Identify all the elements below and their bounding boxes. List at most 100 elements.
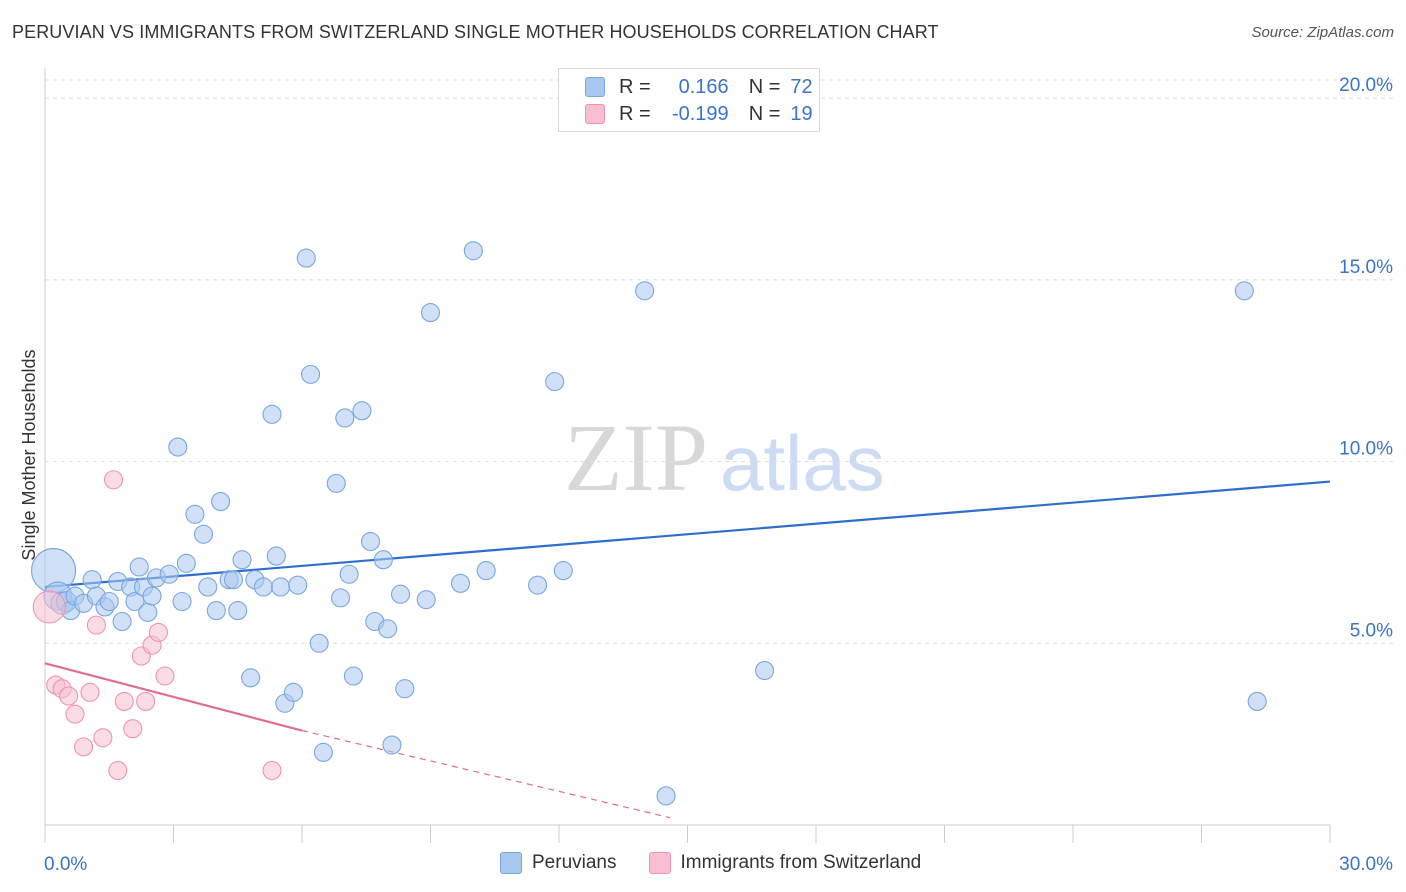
axis-labels: 5.0% 10.0% 15.0% 20.0% 0.0% 30.0% Single Mothe…	[19, 75, 1393, 875]
peruvian-point	[656, 786, 676, 806]
switzerland-swatch	[585, 104, 605, 124]
peruvian-point	[138, 602, 158, 622]
peruvian-point	[416, 590, 436, 610]
legend-label-peruvians: Peruvians	[532, 852, 617, 873]
n-label: N =	[748, 102, 781, 125]
r-value: 0.166	[678, 75, 729, 98]
switzerland-point	[155, 666, 175, 686]
peruvian-point	[755, 660, 775, 681]
peruvian-point	[450, 573, 471, 593]
peruvian-point	[129, 557, 149, 577]
peruvian-point	[172, 591, 192, 612]
peruvian-point	[463, 241, 483, 261]
n-label: N =	[748, 75, 781, 98]
switzerland-point	[103, 470, 124, 490]
switzerland-point	[80, 682, 100, 702]
trend-line-extrapolated	[301, 729, 671, 819]
switzerland-point	[59, 686, 79, 706]
peruvian-point	[283, 682, 303, 702]
peruvian-point	[553, 561, 573, 581]
switzerland-swatch	[648, 852, 671, 874]
peruvian-point	[228, 601, 248, 621]
peruvian-point	[168, 437, 188, 457]
switzerland-point	[123, 719, 143, 739]
peruvian-point	[313, 742, 333, 762]
data-points	[31, 241, 1267, 806]
peruvian-point	[159, 564, 179, 584]
peruvian-point	[185, 504, 205, 524]
peruvian-point	[339, 564, 359, 584]
peruvian-point	[125, 591, 145, 612]
watermark-zip: ZIP	[564, 404, 708, 511]
legend-row-peruvians: R = 0.166 N = 72	[585, 74, 813, 100]
y-axis-title: Single Mother Households	[19, 349, 39, 560]
peruvian-point	[1234, 281, 1254, 301]
peruvian-point	[378, 619, 398, 639]
legend-row-switzerland: R = -0.199 N = 19	[585, 101, 813, 127]
peruvian-point	[528, 575, 548, 595]
peruvian-point	[211, 492, 231, 512]
peruvian-point	[330, 588, 351, 608]
peruvian-point	[142, 586, 162, 606]
peruvian-point	[112, 611, 132, 632]
peruvian-point	[352, 401, 372, 421]
peruvian-point	[262, 404, 282, 424]
peruvian-point	[288, 575, 308, 595]
peruvian-point	[420, 303, 441, 323]
switzerland-point	[148, 622, 169, 642]
peruvian-point	[241, 668, 261, 688]
series-legend: Peruvians Immigrants from Switzerland	[500, 850, 953, 876]
peruvian-point	[343, 666, 363, 686]
peruvian-point	[309, 633, 329, 653]
peruvian-point	[1247, 691, 1267, 711]
legend-item-peruvians: Peruvians	[500, 852, 617, 874]
r-value: -0.199	[671, 102, 729, 125]
peruvian-point	[296, 248, 316, 268]
peruvian-point	[266, 546, 286, 566]
peruvian-point	[545, 372, 565, 392]
peruvian-point	[326, 473, 346, 493]
n-value: 72	[790, 75, 813, 98]
peruvian-point	[360, 531, 381, 552]
peruvians-swatch	[585, 77, 605, 97]
peruvian-point	[198, 577, 218, 597]
switzerland-point	[86, 615, 106, 635]
watermark-atlas: atlas	[720, 419, 885, 507]
switzerland-point	[32, 590, 66, 624]
r-label: R =	[619, 75, 651, 98]
peruvian-point	[390, 584, 411, 604]
switzerland-point	[65, 704, 85, 724]
peruvian-point	[99, 591, 119, 612]
y-tick-label: 5.0%	[1350, 620, 1393, 641]
peruvian-point	[271, 577, 291, 597]
peruvian-point	[223, 570, 244, 590]
switzerland-point	[74, 737, 94, 757]
legend-item-switzerland: Immigrants from Switzerland	[648, 852, 922, 874]
peruvian-point	[382, 735, 402, 755]
legend-label-switzerland: Immigrants from Switzerland	[680, 852, 922, 873]
peruvian-point	[253, 577, 274, 597]
correlation-legend: R = 0.166 N = 72 R = -0.199 N = 19	[558, 68, 820, 132]
peruvian-point	[335, 408, 355, 428]
n-value: 19	[790, 102, 813, 125]
peruvian-point	[373, 550, 393, 570]
peruvians-swatch	[500, 852, 522, 874]
peruvian-point	[206, 601, 226, 621]
peruvian-point	[176, 553, 196, 573]
axes	[44, 68, 1331, 843]
peruvian-point	[193, 524, 214, 544]
y-tick-label: 20.0%	[1339, 75, 1393, 96]
trend-line	[44, 662, 303, 732]
peruvian-point	[82, 570, 102, 590]
trend-line	[44, 480, 1331, 589]
switzerland-point	[93, 728, 113, 748]
switzerland-point	[262, 760, 282, 781]
y-tick-label: 15.0%	[1339, 257, 1393, 278]
peruvian-point	[476, 561, 496, 581]
switzerland-point	[114, 691, 134, 711]
switzerland-point	[108, 760, 128, 781]
trend-lines	[44, 480, 1331, 819]
peruvian-point	[395, 679, 415, 699]
peruvian-point	[301, 364, 321, 384]
